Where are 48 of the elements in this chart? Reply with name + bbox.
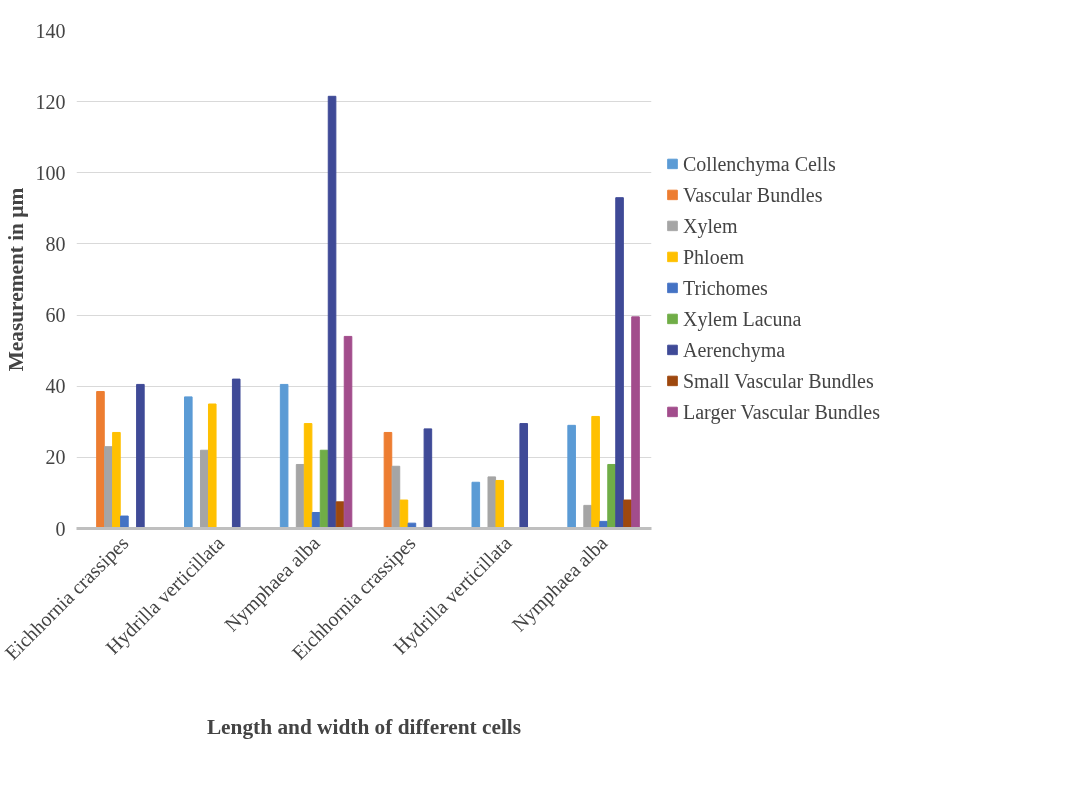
bar <box>184 396 193 529</box>
bar <box>327 95 337 529</box>
legend-label: Phloem <box>683 245 745 268</box>
y-tick-label: 0 <box>55 517 66 540</box>
legend-label: Xylem <box>683 214 738 237</box>
legend-label: Xylem Lacuna <box>683 307 802 330</box>
bar <box>567 424 576 529</box>
legend-label: Vascular Bundles <box>683 183 823 206</box>
y-tick-label: 60 <box>45 304 66 327</box>
legend-label: Aerenchyma <box>683 338 786 361</box>
bar <box>623 499 632 529</box>
bar <box>383 431 393 529</box>
legend-label: Trichomes <box>683 276 768 299</box>
bar <box>607 463 616 529</box>
bar <box>399 499 409 529</box>
y-tick-label: 40 <box>45 375 66 398</box>
bar <box>303 423 313 529</box>
y-axis-title: Measurement in µm <box>3 187 28 372</box>
bar <box>615 197 624 529</box>
bar <box>96 391 105 529</box>
y-tick-label: 140 <box>35 19 66 42</box>
bar <box>631 316 640 529</box>
bar <box>319 449 329 529</box>
bar <box>207 403 217 529</box>
y-tick-label: 20 <box>45 446 66 469</box>
y-tick-label: 120 <box>35 90 66 113</box>
bar <box>199 449 209 529</box>
y-tick-label: 100 <box>35 161 66 184</box>
legend-label: Small Vascular Bundles <box>683 369 874 392</box>
bar <box>495 479 505 529</box>
bar <box>343 335 353 529</box>
bar <box>335 501 345 529</box>
y-tick-label: 80 <box>45 232 66 255</box>
x-axis-title: Length and width of different cells <box>206 714 522 739</box>
bar <box>104 446 113 529</box>
legend-label: Larger Vascular Bundles <box>683 400 880 423</box>
bar <box>279 383 289 529</box>
bar <box>136 383 145 529</box>
bar <box>120 515 129 529</box>
bar <box>423 428 433 529</box>
bar <box>231 378 241 529</box>
bar <box>295 463 305 529</box>
bar <box>519 423 529 529</box>
bar <box>471 481 481 529</box>
bar <box>112 431 121 529</box>
bar <box>487 476 497 529</box>
bar <box>591 415 600 529</box>
legend-label: Collenchyma Cells <box>683 152 836 175</box>
